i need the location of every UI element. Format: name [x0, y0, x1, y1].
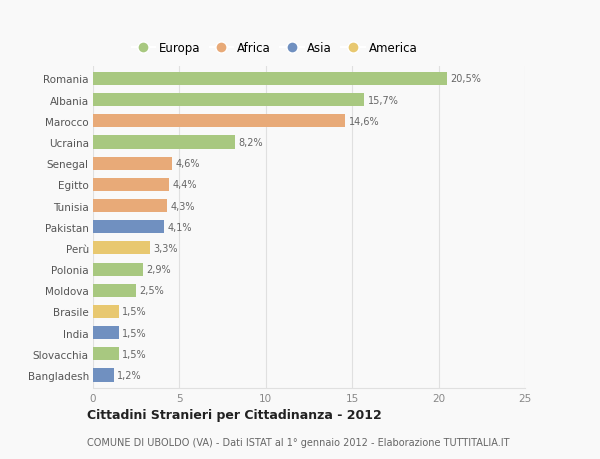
Bar [93, 179, 169, 191]
Text: 20,5%: 20,5% [451, 74, 482, 84]
Bar [93, 200, 167, 213]
Bar [93, 242, 150, 255]
Text: 4,1%: 4,1% [167, 222, 192, 232]
Bar [93, 263, 143, 276]
Text: 4,6%: 4,6% [176, 159, 200, 169]
Bar [93, 136, 235, 149]
Text: 1,5%: 1,5% [122, 349, 147, 359]
Text: 4,3%: 4,3% [171, 201, 195, 211]
Text: 1,5%: 1,5% [122, 328, 147, 338]
Bar [93, 284, 136, 297]
Text: 4,4%: 4,4% [172, 180, 197, 190]
Bar [93, 221, 164, 234]
Bar [93, 347, 119, 361]
Legend: Europa, Africa, Asia, America: Europa, Africa, Asia, America [129, 40, 419, 57]
Text: 3,3%: 3,3% [154, 243, 178, 253]
Bar [93, 157, 172, 170]
Bar [93, 73, 447, 86]
Bar [93, 305, 119, 318]
Bar [93, 94, 364, 107]
Text: 1,5%: 1,5% [122, 307, 147, 317]
Text: 2,9%: 2,9% [146, 264, 171, 274]
Bar [93, 115, 345, 128]
Text: 14,6%: 14,6% [349, 117, 379, 127]
Bar [93, 326, 119, 340]
Bar [93, 369, 114, 382]
Text: 15,7%: 15,7% [368, 95, 398, 106]
Text: Cittadini Stranieri per Cittadinanza - 2012: Cittadini Stranieri per Cittadinanza - 2… [87, 408, 382, 421]
Text: COMUNE DI UBOLDO (VA) - Dati ISTAT al 1° gennaio 2012 - Elaborazione TUTTITALIA.: COMUNE DI UBOLDO (VA) - Dati ISTAT al 1°… [87, 437, 509, 447]
Text: 8,2%: 8,2% [238, 138, 263, 148]
Text: 1,2%: 1,2% [117, 370, 142, 380]
Text: 2,5%: 2,5% [140, 285, 164, 296]
